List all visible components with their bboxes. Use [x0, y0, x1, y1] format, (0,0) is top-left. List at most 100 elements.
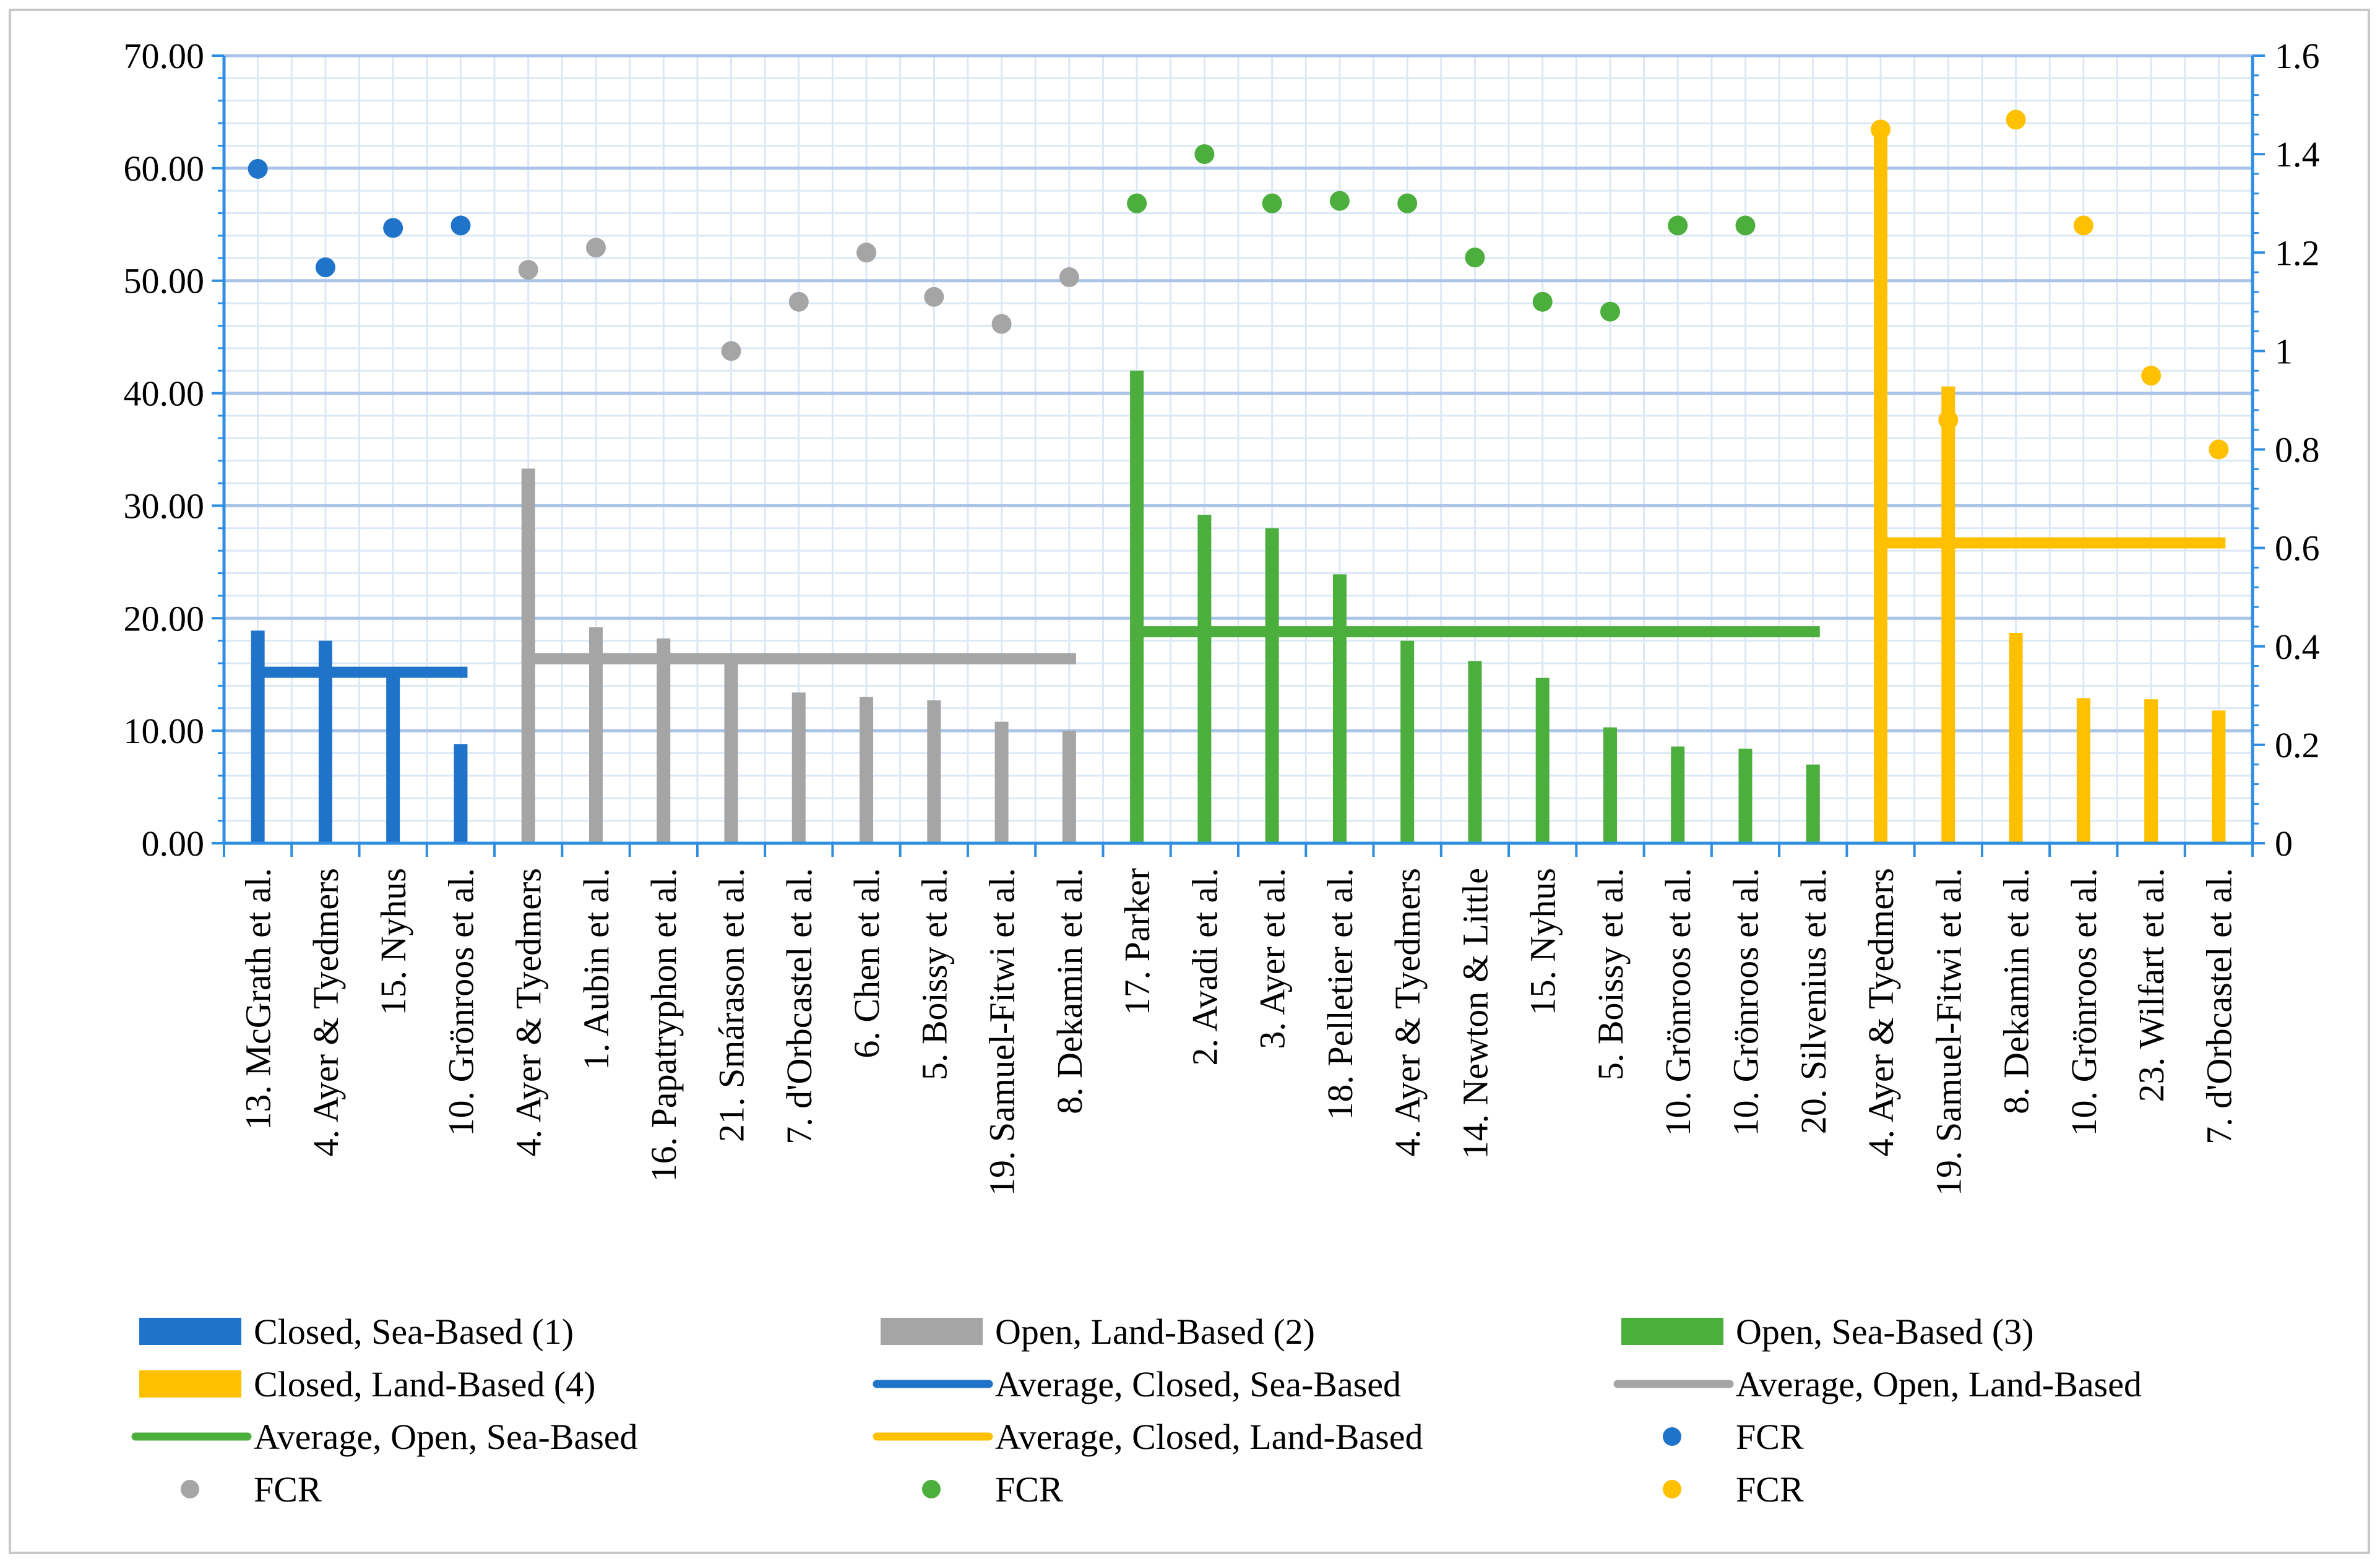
fcr-point — [1329, 191, 1350, 211]
fcr-point — [2141, 366, 2162, 386]
legend-label: Average, Closed, Sea-Based — [995, 1364, 1401, 1404]
fcr-point — [518, 260, 538, 280]
bar — [1130, 371, 1144, 843]
fcr-point — [1735, 215, 1756, 236]
fcr-dot-layer — [248, 110, 2229, 460]
x-category-label: 7. d'Orbcastel et al. — [2199, 868, 2239, 1145]
fcr-point — [2209, 439, 2229, 460]
fcr-point — [1871, 119, 1891, 140]
fcr-point — [721, 341, 741, 361]
bar — [1874, 131, 1888, 844]
x-category-label: 23. Wilfart et al. — [2131, 868, 2171, 1102]
fcr-point — [924, 286, 944, 307]
fcr-point — [1262, 193, 1282, 213]
y-tick-label-left: 60.00 — [124, 148, 205, 189]
y-tick-label-left: 70.00 — [124, 36, 205, 76]
grid-layer — [223, 54, 2254, 843]
chart-frame — [9, 9, 2370, 1554]
legend-swatch-bar — [139, 1370, 241, 1398]
legend-item: FCR — [181, 1469, 322, 1510]
x-category-label: 4. Ayer & Tyedmers — [509, 868, 549, 1156]
fcr-point — [2006, 110, 2026, 130]
x-category-label: 5. Boissy et al. — [914, 868, 954, 1080]
legend-swatch-dot — [1663, 1480, 1681, 1498]
fcr-point — [1397, 193, 1418, 213]
y-tick-label-left: 30.00 — [124, 486, 205, 526]
y-tick-label-right: 0.2 — [2275, 725, 2320, 765]
bar — [791, 692, 806, 843]
bar — [724, 663, 738, 843]
x-category-label: 10. Grönroos et al. — [1658, 868, 1698, 1136]
bar — [2144, 699, 2158, 843]
x-category-label: 19. Samuel-Fitwi et al. — [982, 868, 1022, 1196]
bar — [454, 744, 468, 843]
legend-item: FCR — [922, 1469, 1063, 1510]
legend-item: Average, Closed, Land-Based — [873, 1417, 1423, 1457]
bar — [1671, 746, 1685, 843]
legend-item: Closed, Sea-Based (1) — [139, 1312, 574, 1352]
fcr-point — [856, 243, 877, 263]
legend-item: Average, Open, Sea-Based — [131, 1417, 638, 1457]
y-tick-label-right: 0 — [2275, 823, 2293, 864]
x-category-label: 8. Dekamin et al. — [1996, 868, 2037, 1114]
bar — [251, 630, 265, 843]
legend-label: Open, Land-Based (2) — [995, 1312, 1315, 1352]
bar — [1535, 677, 1550, 843]
bar — [657, 638, 671, 843]
legend-swatch-dot — [1663, 1427, 1681, 1446]
bar — [386, 674, 400, 843]
legend-label: Average, Open, Sea-Based — [254, 1417, 638, 1457]
legend-swatch-bar — [881, 1318, 983, 1345]
bar — [1062, 731, 1076, 843]
x-category-label: 4. Ayer & Tyedmers — [1387, 868, 1428, 1156]
bar — [1603, 727, 1617, 843]
legend-label: Closed, Land-Based (4) — [254, 1364, 595, 1404]
legend-label: Closed, Sea-Based (1) — [254, 1312, 574, 1352]
y-tick-label-left: 40.00 — [124, 374, 205, 414]
x-category-label: 8. Dekamin et al. — [1050, 868, 1090, 1114]
x-category-label: 10. Grönroos et al. — [441, 868, 481, 1136]
legend-swatch-bar — [139, 1318, 241, 1345]
x-category-label: 2. Avadi et al. — [1184, 868, 1225, 1065]
bar — [2076, 698, 2090, 843]
legend-label: FCR — [995, 1469, 1063, 1510]
bar — [1265, 528, 1279, 843]
x-category-label: 18. Pelletier et al. — [1320, 868, 1360, 1120]
fcr-point — [1668, 215, 1688, 236]
y-tick-label-right: 1.6 — [2275, 36, 2320, 76]
legend-label: Average, Closed, Land-Based — [995, 1417, 1423, 1457]
x-category-label: 1. Aubin et al. — [576, 868, 616, 1070]
bar — [1468, 661, 1482, 843]
x-category-label: 5. Boissy et al. — [1590, 868, 1631, 1080]
fcr-point — [1600, 301, 1620, 322]
y-tick-label-left: 0.00 — [142, 823, 205, 864]
x-category-label: 17. Parker — [1117, 868, 1157, 1015]
y-tick-label-left: 20.00 — [124, 598, 205, 638]
fcr-point — [248, 158, 268, 179]
bar — [1806, 764, 1820, 843]
bar — [860, 697, 874, 843]
bar-layer — [251, 131, 2226, 844]
x-category-label: 15. Nyhus — [373, 868, 413, 1015]
x-category-label: 4. Ayer & Tyedmers — [1861, 868, 1901, 1156]
legend-swatch-dot — [181, 1480, 199, 1498]
x-category-label: 19. Samuel-Fitwi et al. — [1928, 868, 1968, 1196]
legend-swatch-bar — [1621, 1318, 1723, 1345]
y-tick-label-right: 0.8 — [2275, 430, 2320, 470]
x-category-label: 3. Ayer et al. — [1253, 868, 1293, 1049]
bar — [1400, 640, 1415, 843]
legend-item: FCR — [1663, 1417, 1804, 1457]
label-layer: 0.00 10.00 20.00 30.00 40.00 50.00 60.00 70.00 0… — [124, 36, 2320, 1196]
fcr-point — [451, 215, 471, 236]
x-category-label: 7. d'Orbcastel et al. — [779, 868, 819, 1145]
y-tick-label-right: 1 — [2275, 331, 2293, 371]
legend-item: FCR — [1663, 1469, 1804, 1510]
bar — [1332, 574, 1347, 843]
y-tick-label-right: 0.4 — [2275, 627, 2320, 667]
x-category-label: 10. Grönroos et al. — [2064, 868, 2104, 1136]
fcr-point — [991, 314, 1012, 334]
x-category-label: 13. McGrath et al. — [238, 868, 278, 1130]
bar — [2009, 632, 2023, 843]
